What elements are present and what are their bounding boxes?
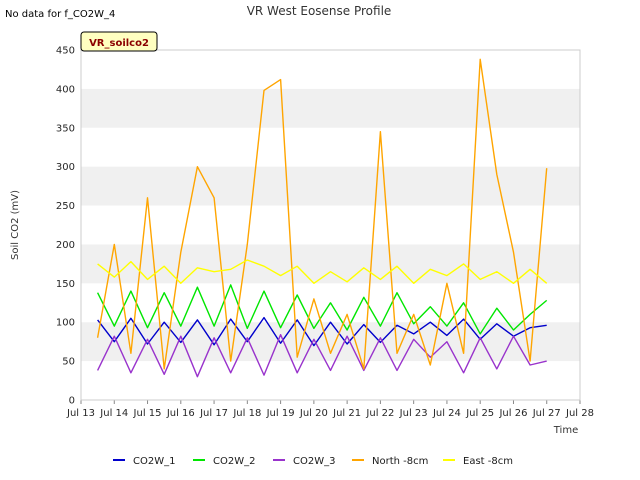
- x-tick-label: Jul 13: [66, 408, 95, 419]
- x-tick-label: Jul 26: [498, 408, 527, 419]
- y-tick-label: 0: [69, 396, 75, 407]
- legend-label: North -8cm: [372, 456, 428, 467]
- legend-label: CO2W_2: [213, 456, 255, 467]
- plot-frame: [80, 49, 581, 401]
- x-tick-label: Jul 20: [299, 408, 328, 419]
- legend-label: CO2W_1: [133, 456, 175, 467]
- series-line-north-8cm: [96, 58, 548, 370]
- series-line-co2w-1: [97, 316, 547, 347]
- series-line-co2w-3: [96, 334, 547, 378]
- legend-item: CO2W_1: [113, 456, 175, 467]
- x-tick-label: Jul 16: [166, 408, 195, 419]
- legend-item: CO2W_2: [193, 456, 255, 467]
- y-axis-label: Soil CO2 (mV): [10, 190, 21, 260]
- x-tick-label: Jul 15: [133, 408, 162, 419]
- y-tick-label: 350: [56, 123, 75, 134]
- grid-bands: [81, 88, 580, 362]
- y-tick-label: 400: [56, 84, 75, 95]
- x-tick-label: Jul 14: [99, 408, 128, 419]
- x-tick-label: Jul 27: [532, 408, 561, 419]
- y-tick-label: 150: [56, 279, 75, 290]
- no-data-note: No data for f_CO2W_4: [5, 9, 115, 20]
- chart-title: VR West Eosense Profile: [247, 4, 392, 18]
- station-tag: VR_soilco2: [80, 31, 158, 52]
- grid-band: [81, 166, 580, 206]
- legend-item: East -8cm: [443, 456, 513, 467]
- x-tick-label: Jul 19: [266, 408, 295, 419]
- x-tick-label: Jul 22: [365, 408, 394, 419]
- x-tick-label: Jul 21: [332, 408, 361, 419]
- station-tag-label: VR_soilco2: [89, 38, 149, 49]
- grid-band: [81, 244, 580, 284]
- grid-band: [81, 322, 580, 362]
- station-tag-box: [80, 31, 158, 52]
- x-tick-label: Jul 23: [399, 408, 428, 419]
- legend: CO2W_1 CO2W_2 CO2W_3 North -8cm East -8cm: [113, 456, 513, 467]
- y-tick-label: 200: [56, 240, 75, 251]
- legend-label: CO2W_3: [293, 456, 335, 467]
- legend-item: CO2W_3: [273, 456, 335, 467]
- series-lines: [96, 58, 548, 378]
- y-tick-label: 450: [56, 46, 75, 57]
- y-tick-label: 250: [56, 201, 75, 212]
- series-line-east-8cm: [97, 259, 548, 284]
- x-axis-label: Time: [553, 425, 578, 436]
- x-tick-label: Jul 18: [232, 408, 261, 419]
- y-axis-ticks: 0 50 100 150 200 250 300 350 400 450: [56, 46, 75, 407]
- legend-label: East -8cm: [463, 456, 513, 467]
- legend-item: North -8cm: [352, 456, 428, 467]
- x-tick-label: Jul 28: [565, 408, 594, 419]
- x-tick-label: Jul 24: [432, 408, 461, 419]
- x-axis-ticks: Jul 13 Jul 14 Jul 15 Jul 16 Jul 17 Jul 18 Jul …: [66, 400, 594, 419]
- y-tick-label: 300: [56, 162, 75, 173]
- x-tick-label: Jul 25: [465, 408, 494, 419]
- grid-band: [81, 88, 580, 128]
- y-tick-label: 50: [62, 357, 75, 368]
- x-tick-label: Jul 17: [199, 408, 228, 419]
- y-tick-label: 100: [56, 318, 75, 329]
